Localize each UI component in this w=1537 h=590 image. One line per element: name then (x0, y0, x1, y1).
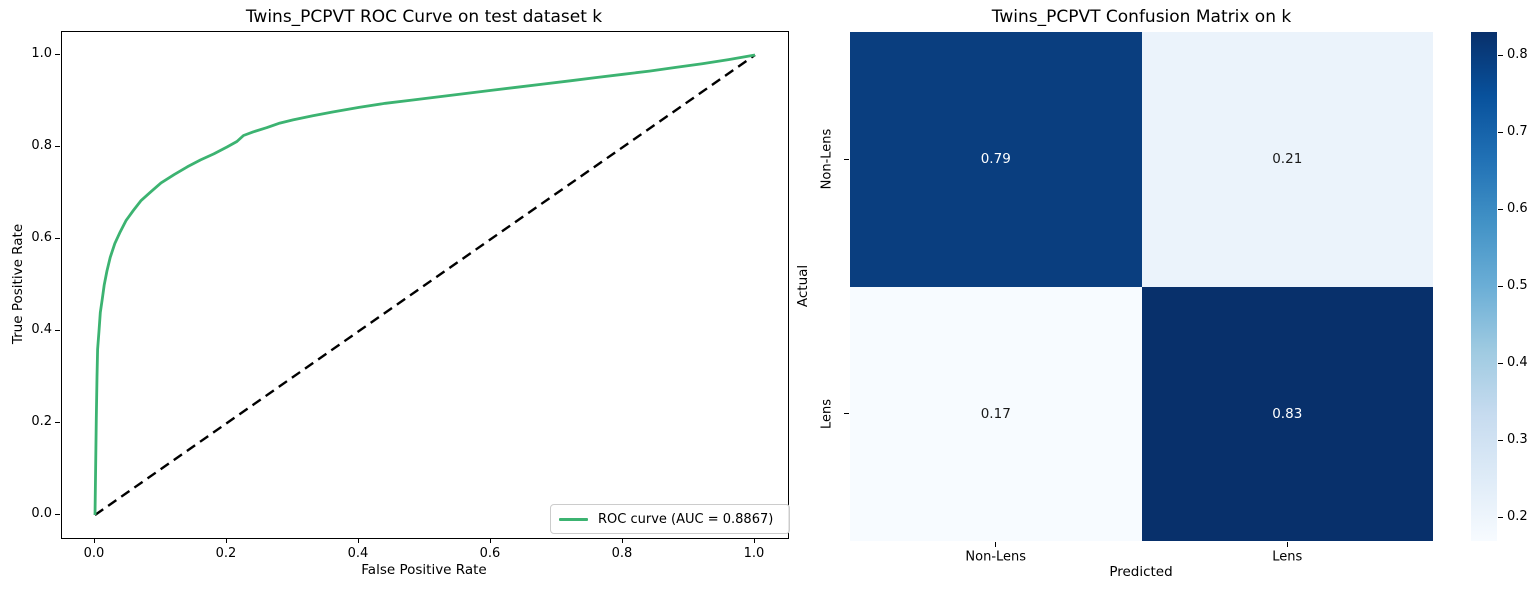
cm-xlabel: Predicted (1109, 564, 1173, 580)
cm-row-tick-label: Lens (819, 398, 835, 429)
roc-y-tick-label: 0.8 (31, 137, 52, 153)
cm-row-tick-label: Non-Lens (819, 128, 835, 190)
cm-ylabel: Actual (795, 264, 811, 308)
colorbar-tick-mark (1498, 286, 1503, 287)
roc-y-tick-mark (55, 513, 60, 515)
roc-x-tick-mark (489, 538, 491, 543)
cm-cell-value: 0.21 (1272, 151, 1303, 168)
colorbar-tick-mark (1498, 54, 1503, 56)
colorbar-tick-mark (1498, 131, 1503, 133)
colorbar-tick-label: 0.2 (1507, 509, 1528, 525)
cm-cell-value: 0.17 (980, 405, 1011, 422)
roc-x-tick-mark (621, 538, 623, 543)
colorbar-tick-label: 0.4 (1507, 355, 1528, 371)
roc-x-tick-label: 1.0 (743, 546, 765, 561)
cm-cell-0-0: 0.79 (850, 32, 1142, 287)
roc-curve-svg (61, 31, 789, 539)
colorbar-tick-mark (1498, 517, 1503, 519)
cm-colorbar (1471, 32, 1497, 541)
roc-diagonal-line (94, 54, 756, 516)
roc-x-tick-label: 0.8 (611, 546, 633, 561)
cm-row-tick-mark (844, 158, 849, 160)
cm-cell-1-1: 0.83 (1141, 286, 1433, 541)
roc-y-tick-mark (55, 53, 60, 55)
roc-x-tick-mark (753, 538, 755, 543)
roc-y-tick-label: 0.0 (31, 505, 52, 521)
cm-col-tick-label: Non-Lens (965, 549, 1027, 565)
roc-x-tick-label: 0.0 (83, 546, 105, 561)
roc-x-tick-mark (93, 538, 95, 543)
roc-xlabel: False Positive Rate (361, 562, 487, 578)
legend-line-sample (559, 517, 588, 521)
cm-cell-value: 0.79 (980, 151, 1011, 168)
roc-y-tick-label: 0.4 (31, 321, 52, 337)
legend-label: ROC curve (AUC = 0.8867) (598, 511, 774, 527)
cm-cell-0-1: 0.21 (1141, 32, 1433, 287)
roc-y-tick-label: 1.0 (31, 45, 52, 61)
colorbar-tick-label: 0.3 (1507, 432, 1528, 448)
roc-y-tick-mark (55, 145, 60, 147)
cm-col-tick-label: Lens (1272, 549, 1303, 565)
colorbar-tick-mark (1498, 208, 1503, 210)
roc-x-tick-mark (357, 538, 359, 543)
roc-y-tick-label: 0.2 (31, 413, 52, 429)
roc-x-tick-mark (225, 538, 227, 543)
cm-cell-value: 0.83 (1272, 405, 1303, 422)
cm-row-tick-mark (844, 413, 849, 415)
cm-title: Twins_PCPVT Confusion Matrix on k (991, 7, 1292, 27)
colorbar-tick-label: 0.8 (1507, 46, 1528, 62)
cm-grid: 0.79 0.21 0.17 0.83 (850, 32, 1433, 541)
roc-x-tick-label: 0.2 (215, 546, 237, 561)
roc-title: Twins_PCPVT ROC Curve on test dataset k (245, 7, 603, 27)
roc-y-tick-label: 0.6 (31, 229, 52, 245)
roc-legend: ROC curve (AUC = 0.8867) (550, 504, 790, 534)
colorbar-tick-label: 0.6 (1507, 200, 1528, 216)
roc-y-tick-mark (55, 237, 60, 239)
cm-col-tick-mark (995, 542, 997, 547)
roc-x-tick-label: 0.6 (479, 546, 501, 561)
roc-curve-line (93, 53, 756, 516)
colorbar-tick-mark (1498, 440, 1503, 442)
cm-cell-1-0: 0.17 (850, 286, 1142, 541)
colorbar-tick-mark (1498, 363, 1503, 365)
colorbar-tick-label: 0.5 (1507, 278, 1528, 293)
cm-col-tick-mark (1286, 542, 1288, 547)
roc-y-tick-mark (55, 421, 60, 423)
roc-x-tick-label: 0.4 (347, 546, 369, 561)
roc-y-tick-mark (55, 329, 60, 331)
colorbar-tick-label: 0.7 (1507, 123, 1528, 139)
